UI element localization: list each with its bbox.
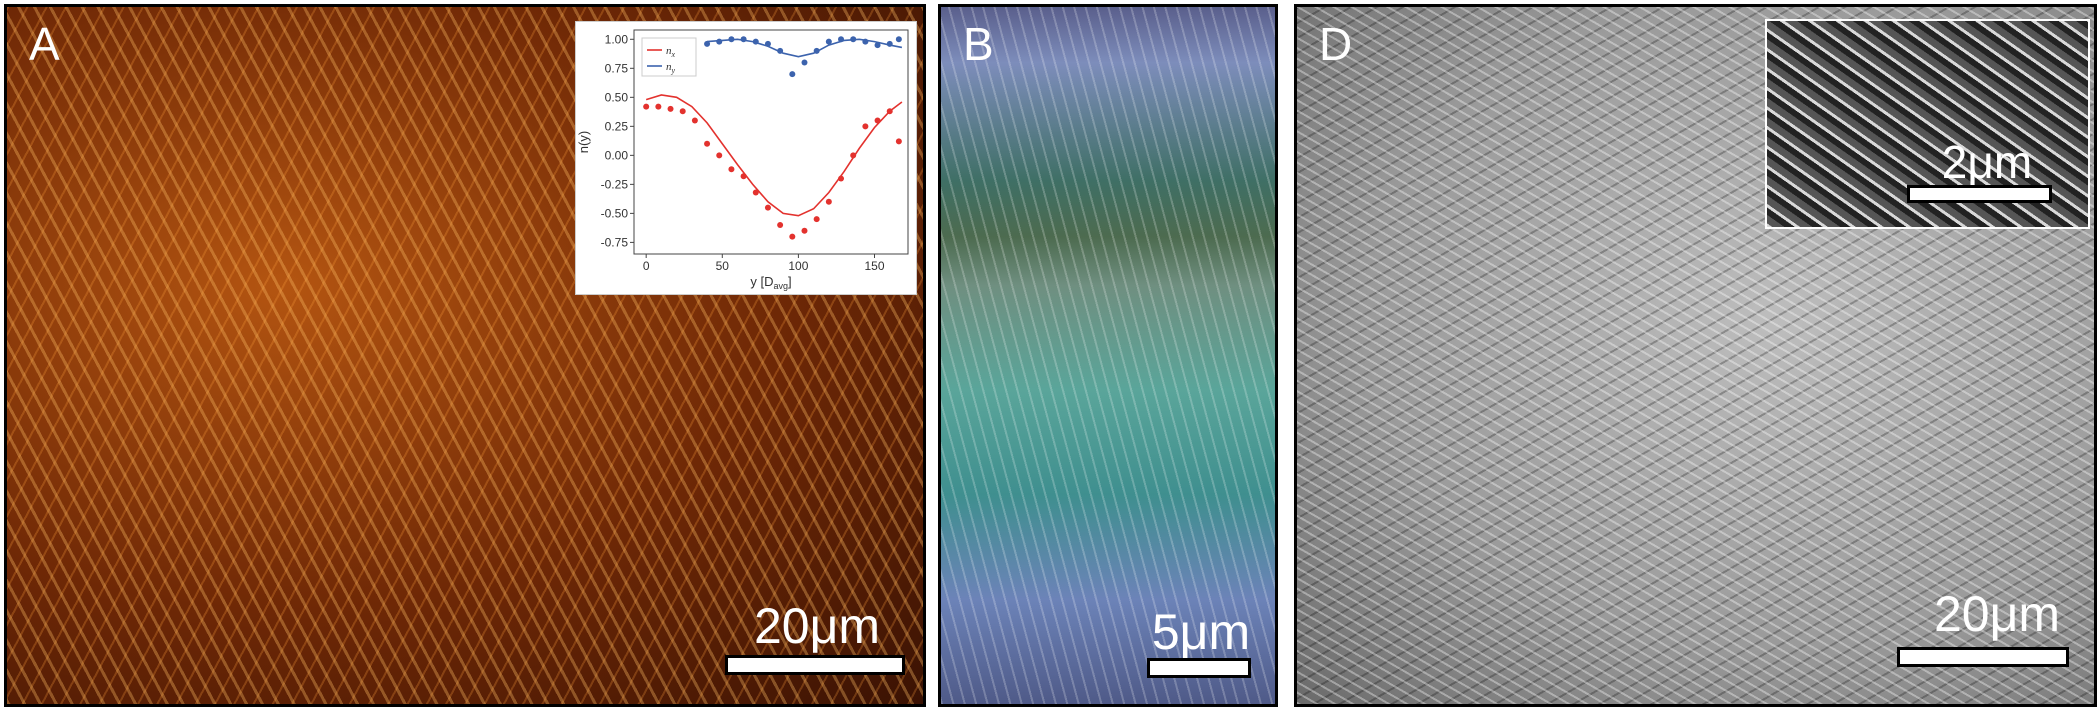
legend-label: nx xyxy=(666,45,676,59)
panel-a-label: A xyxy=(29,18,60,70)
series-ny-point xyxy=(704,40,711,47)
legend-label: ny xyxy=(666,61,676,75)
x-tick-label: 0 xyxy=(643,259,650,273)
series-ny-point xyxy=(740,36,747,43)
panel-a-scale-label: 20μm xyxy=(753,598,881,654)
panel-d-scale-label: 20μm xyxy=(1933,586,2061,642)
series-nx-point xyxy=(643,103,650,110)
series-nx-point xyxy=(716,152,723,159)
series-ny-point xyxy=(825,38,832,45)
series-nx-point xyxy=(825,198,832,205)
series-ny-fit-line xyxy=(707,38,903,58)
series-ny-point xyxy=(838,36,845,43)
x-tick-label: 50 xyxy=(716,259,730,273)
x-axis-label: y [Davg] xyxy=(750,274,791,291)
panel-d-inset-micrograph: 2μm xyxy=(1765,19,2090,229)
series-ny-point xyxy=(789,71,796,78)
series-nx-point xyxy=(704,140,711,147)
series-nx-point xyxy=(764,204,771,211)
y-tick-label: 0.25 xyxy=(605,119,629,133)
y-tick-label: 0.50 xyxy=(605,90,629,104)
y-tick-label: -0.50 xyxy=(601,206,629,220)
series-ny-point xyxy=(862,38,869,45)
series-nx-point xyxy=(886,108,893,115)
x-tick-label: 150 xyxy=(864,259,884,273)
panel-a-scale-bar xyxy=(725,655,905,675)
panel-a-micrograph: A 0 50 100 150 1.00 0.75 0.50 0.25 0.00 -0.25 -0.5… xyxy=(4,4,926,707)
series-nx-point xyxy=(728,166,735,173)
y-tick-label: 0.75 xyxy=(605,61,629,75)
series-nx-point xyxy=(801,227,808,234)
panel-b-micrograph: B 5μm xyxy=(938,4,1278,707)
series-nx-point xyxy=(655,103,662,110)
panel-b-scale-label: 5μm xyxy=(1151,604,1251,660)
series-nx-point xyxy=(874,117,881,124)
series-nx-point xyxy=(813,216,820,223)
series-ny-point xyxy=(728,36,735,43)
y-tick-label: -0.75 xyxy=(601,235,629,249)
series-ny-point xyxy=(886,40,893,47)
panel-d-label: D xyxy=(1319,18,1353,70)
series-nx-point xyxy=(838,175,845,182)
legend-box xyxy=(641,37,697,77)
panel-d-inset-scale-label: 2μm xyxy=(1941,136,2033,188)
y-tick-label: -0.25 xyxy=(601,177,629,191)
panel-d-micrograph: D 2μm 20μm xyxy=(1294,4,2097,707)
series-nx-point xyxy=(895,138,902,145)
series-ny-point xyxy=(764,40,771,47)
director-profile-chart: 0 50 100 150 1.00 0.75 0.50 0.25 0.00 -0.25 -0.50 -… xyxy=(576,29,909,291)
series-nx-point xyxy=(789,233,796,240)
panel-a-inset-chart: 0 50 100 150 1.00 0.75 0.50 0.25 0.00 -0.25 -0.50 -… xyxy=(575,21,917,295)
panel-b-scale-bar xyxy=(1147,658,1251,678)
series-nx-point xyxy=(691,117,698,124)
series-nx-fit-line xyxy=(645,94,903,217)
panel-d-scale-bar xyxy=(1897,647,2069,667)
panel-b-label: B xyxy=(963,18,994,70)
series-nx-point xyxy=(752,189,759,196)
series-nx-point xyxy=(777,221,784,228)
series-ny-point xyxy=(801,59,808,66)
series-ny-point xyxy=(716,38,723,45)
x-tick-label: 100 xyxy=(788,259,808,273)
y-tick-label: 0.00 xyxy=(605,148,629,162)
series-ny-point xyxy=(777,47,784,54)
series-nx-point xyxy=(679,108,686,115)
series-ny-point xyxy=(895,36,902,43)
series-nx-point xyxy=(667,105,674,112)
series-nx-point xyxy=(862,123,869,130)
series-nx-point xyxy=(850,152,857,159)
y-axis-label: n(y) xyxy=(576,131,591,153)
y-tick-label: 1.00 xyxy=(605,32,629,46)
series-ny-point xyxy=(874,42,881,49)
series-ny-point xyxy=(813,47,820,54)
series-ny-point xyxy=(752,38,759,45)
series-ny-point xyxy=(850,36,857,43)
panel-d-inset-scale-bar xyxy=(1907,185,2052,203)
series-nx-point xyxy=(740,173,747,180)
